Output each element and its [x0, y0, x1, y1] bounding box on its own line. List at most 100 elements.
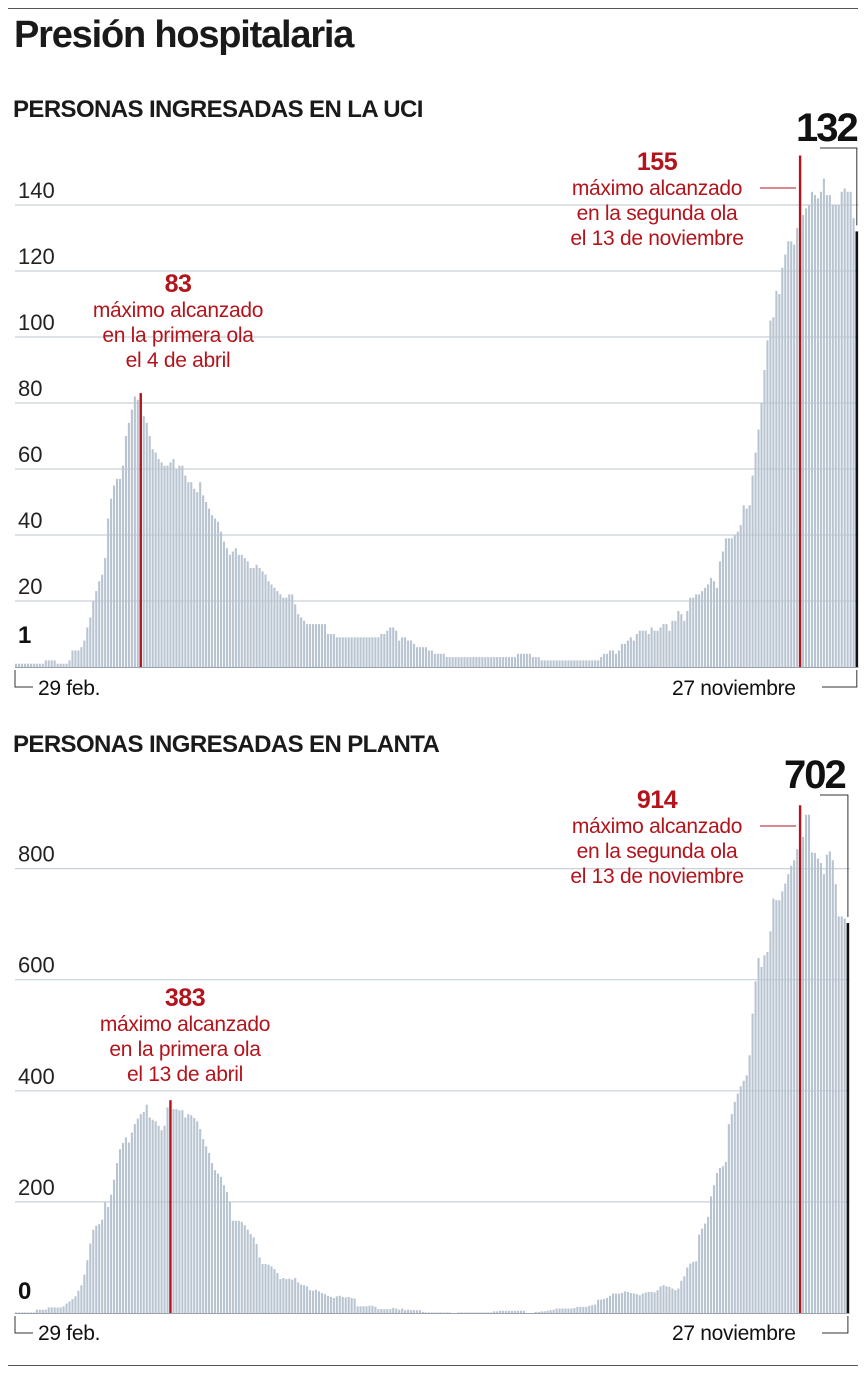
- annotation-line: el 13 de abril: [126, 1063, 244, 1086]
- planta-bar: [23, 1312, 27, 1313]
- uci-bar: [421, 647, 424, 667]
- uci-ytick-label: 140: [18, 178, 55, 203]
- uci-bar: [701, 591, 704, 667]
- planta-bar: [502, 1310, 505, 1313]
- uci-ytick-label: 100: [18, 310, 55, 335]
- uci-bar: [647, 634, 650, 667]
- planta-bar: [142, 1111, 145, 1313]
- planta-bar: [513, 1310, 517, 1313]
- uci-bar: [412, 643, 416, 667]
- planta-bar: [677, 1288, 680, 1313]
- uci-bar: [62, 663, 65, 667]
- planta-bar: [704, 1223, 707, 1313]
- planta-bar: [796, 849, 799, 1313]
- planta-ytick-label: 400: [18, 1064, 55, 1089]
- planta-bar: [208, 1153, 211, 1313]
- planta-bar: [264, 1264, 267, 1313]
- uci-bar: [487, 657, 490, 667]
- uci-bar: [478, 657, 481, 667]
- uci-last-value: 132: [796, 106, 859, 150]
- uci-second-peak-value: 155: [636, 148, 678, 176]
- planta-bar: [148, 1117, 151, 1313]
- planta-bar: [508, 1310, 511, 1313]
- planta-bar: [549, 1310, 552, 1313]
- uci-bar: [383, 634, 386, 667]
- uci-bar: [264, 574, 267, 667]
- uci-bar: [451, 657, 454, 667]
- planta-bar: [638, 1295, 641, 1313]
- uci-bar: [597, 660, 600, 667]
- planta-bar: [472, 1312, 475, 1313]
- uci-bar: [843, 188, 846, 667]
- planta-bar: [689, 1263, 692, 1313]
- uci-bar: [29, 663, 32, 667]
- planta-bar: [246, 1229, 249, 1313]
- uci-bar: [368, 637, 371, 667]
- planta-bar: [516, 1310, 520, 1313]
- uci-bar: [739, 525, 742, 667]
- planta-bar: [163, 1125, 166, 1313]
- uci-bar: [525, 653, 528, 667]
- uci-bar: [537, 657, 540, 667]
- planta-bar: [371, 1305, 374, 1313]
- annotation-line: el 13 de noviembre: [570, 865, 744, 888]
- uci-bar: [849, 191, 852, 668]
- uci-bar: [430, 650, 433, 667]
- planta-ytick-label: 800: [18, 842, 55, 867]
- uci-ytick-label: 60: [18, 442, 42, 467]
- planta-bar: [300, 1284, 303, 1313]
- uci-bar: [819, 191, 822, 668]
- planta-bar: [614, 1293, 618, 1313]
- uci-bar: [436, 653, 439, 667]
- planta-x-start-label: 29 feb.: [38, 1322, 101, 1345]
- uci-bar: [689, 597, 692, 667]
- uci-bar: [329, 634, 332, 667]
- planta-bar: [822, 874, 825, 1313]
- planta-bar: [392, 1308, 395, 1313]
- uci-ytick-label: 120: [18, 244, 55, 269]
- planta-bar: [659, 1286, 662, 1313]
- uci-bar: [558, 660, 561, 667]
- uci-bar: [225, 548, 228, 667]
- uci-bar: [151, 449, 154, 667]
- planta-bar: [395, 1308, 398, 1313]
- planta-bar: [213, 1170, 217, 1313]
- planta-bar: [582, 1306, 585, 1313]
- planta-bar: [291, 1279, 294, 1313]
- uci-bar: [255, 564, 258, 667]
- planta-bar: [113, 1179, 116, 1313]
- uci-bar: [490, 657, 493, 667]
- planta-bar: [145, 1104, 148, 1313]
- planta-bar: [356, 1306, 359, 1313]
- planta-bar: [383, 1309, 386, 1313]
- planta-bar: [617, 1293, 621, 1313]
- uci-bar: [38, 663, 41, 667]
- uci-bar: [505, 657, 508, 667]
- planta-bar: [205, 1146, 208, 1313]
- uci-bar: [418, 647, 422, 667]
- planta-bar: [71, 1299, 74, 1313]
- uci-bar: [234, 548, 237, 667]
- planta-bar: [736, 1093, 739, 1313]
- planta-bar: [632, 1293, 635, 1313]
- uci-bar: [623, 643, 626, 667]
- uci-bar: [80, 647, 83, 667]
- planta-bar: [825, 854, 828, 1313]
- uci-bar: [276, 591, 279, 667]
- planta-bar: [606, 1298, 609, 1313]
- uci-bar: [638, 630, 641, 667]
- uci-bar: [796, 228, 799, 667]
- planta-bar: [656, 1290, 659, 1313]
- planta-bar: [644, 1292, 647, 1313]
- planta-bar: [635, 1294, 638, 1313]
- uci-bar: [555, 660, 558, 667]
- planta-bar: [733, 1101, 736, 1313]
- planta-bar: [50, 1307, 53, 1313]
- planta-bar: [496, 1311, 499, 1313]
- uci-bar: [730, 538, 733, 667]
- uci-bar: [347, 637, 350, 667]
- uci-bar: [374, 637, 377, 667]
- planta-bar: [95, 1225, 98, 1313]
- planta-bar: [335, 1296, 338, 1313]
- uci-bar: [496, 657, 499, 667]
